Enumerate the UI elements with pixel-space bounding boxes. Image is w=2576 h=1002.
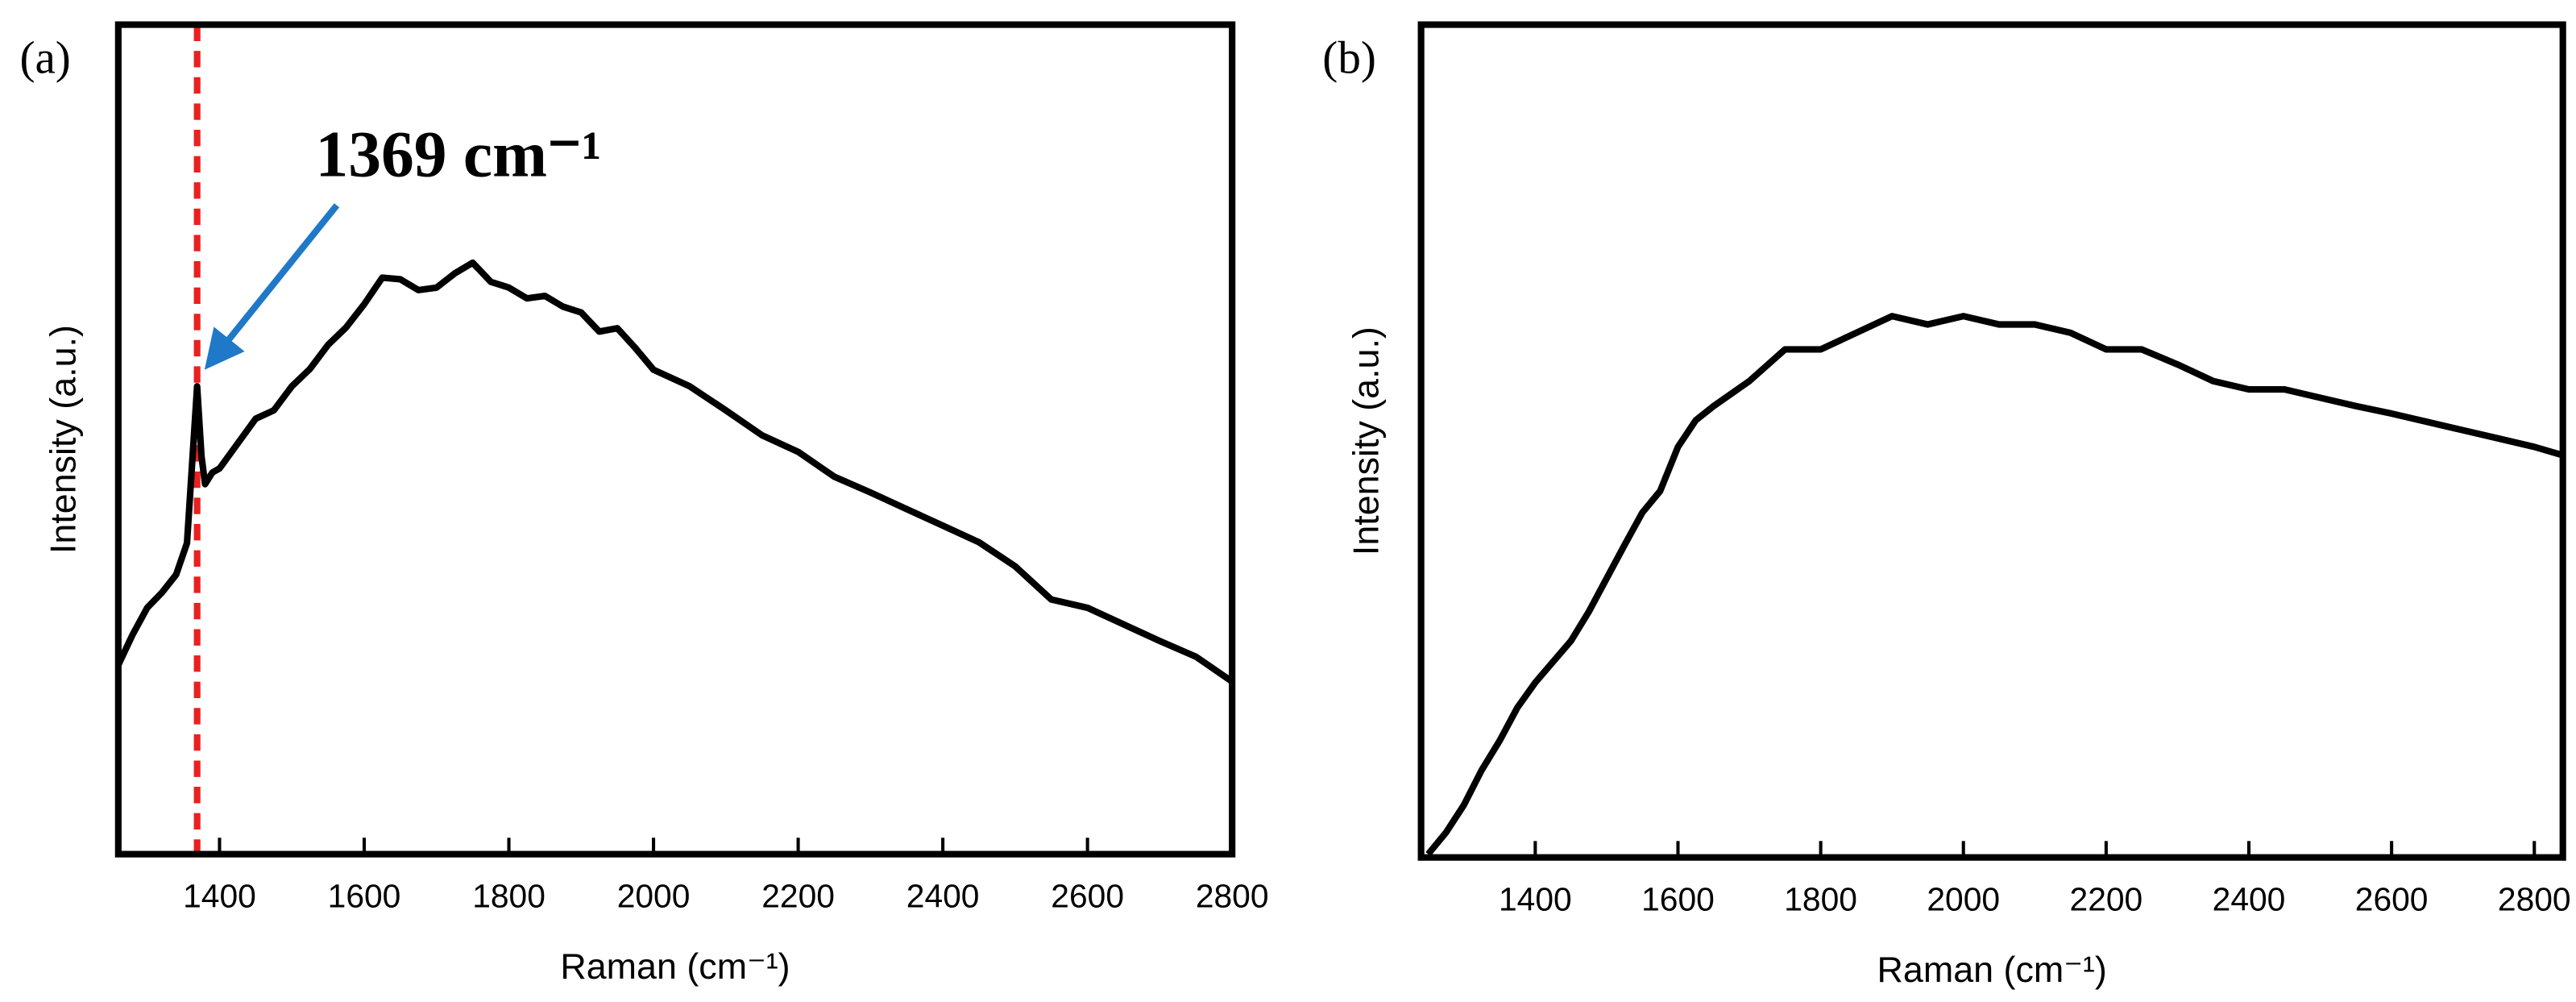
annotation-label: 1369 cm⁻¹ (315, 117, 601, 190)
x-tick-label: 2200 (2070, 880, 2143, 917)
x-tick-label: 2400 (906, 877, 980, 914)
x-tick-label: 2600 (2355, 880, 2429, 917)
x-tick-label: 2200 (761, 877, 835, 914)
x-axis-label: Raman (cm⁻¹) (1877, 949, 2107, 990)
annotation-arrow (204, 203, 340, 370)
x-tick-label: 1600 (328, 877, 401, 914)
spectrum-line (115, 259, 1234, 684)
x-tick-label: 2800 (2498, 880, 2571, 917)
x-tick-label: 2400 (2213, 880, 2286, 917)
x-tick-label: 1600 (1641, 880, 1715, 917)
spectrum-line (1425, 313, 2564, 857)
x-tick-label: 2000 (1927, 880, 2000, 917)
x-tick-label: 2800 (1196, 877, 1269, 914)
x-axis-label: Raman (cm⁻¹) (560, 946, 790, 987)
x-tick-label: 1800 (1784, 880, 1857, 917)
plot-frame (114, 21, 1236, 858)
x-tick-label: 1400 (1499, 880, 1572, 917)
x-tick-label: 2000 (617, 877, 691, 914)
panel-label: (b) (1322, 33, 1376, 84)
plot-frame (1417, 21, 2566, 861)
x-tick-label: 1800 (472, 877, 545, 914)
y-axis-label: Intensity (a.u.) (1345, 326, 1386, 555)
y-axis-label: Intensity (a.u.) (42, 325, 83, 554)
x-tick-label: 1400 (183, 877, 256, 914)
panel-label: (a) (19, 33, 70, 84)
x-tick-label: 2600 (1051, 877, 1124, 914)
